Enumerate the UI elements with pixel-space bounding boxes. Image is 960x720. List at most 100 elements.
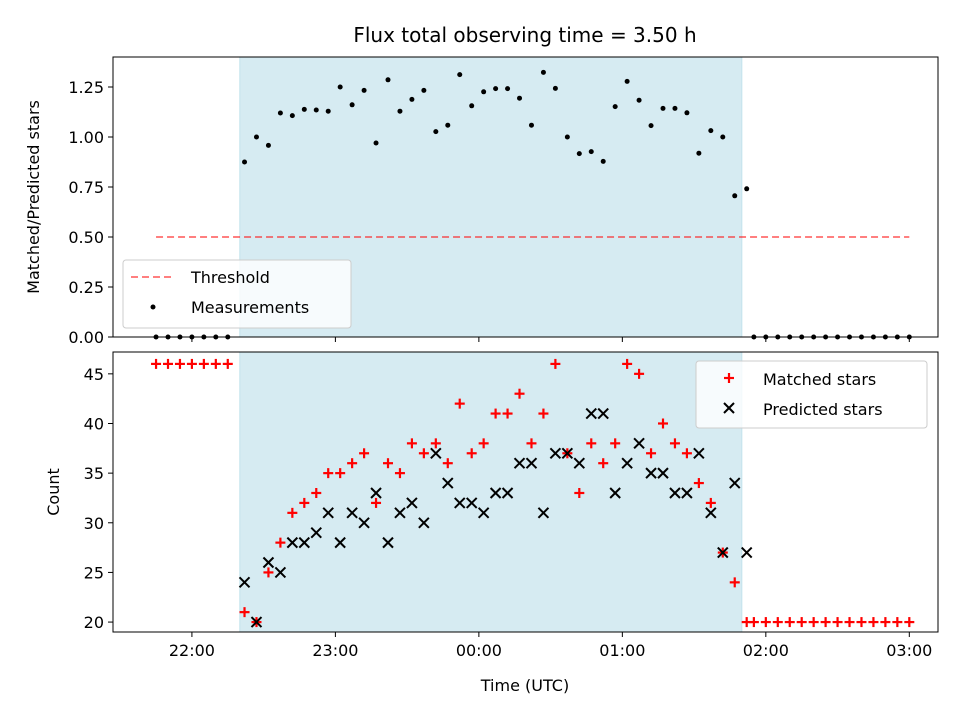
bottom-y-tick-label: 45 [84,365,104,384]
measurement-point [600,158,606,164]
predicted-stars-point [633,437,645,450]
matched-stars-point [163,358,173,369]
matched-stars-point [760,617,771,628]
measurement-point [624,78,630,84]
measurement-point [493,86,499,92]
matched-stars-point [904,617,915,628]
measurement-point [277,110,283,116]
predicted-stars-point [286,536,299,549]
predicted-stars-point [561,447,574,459]
matched-stars-point [693,478,704,489]
predicted-stars-point [394,507,406,519]
matched-stars-point [394,468,405,479]
measurement-point [313,107,319,113]
measurement-point [457,72,463,78]
top-y-tick-label: 0.50 [68,228,104,247]
bottom-y-tick-label: 40 [84,414,104,433]
measurement-point [373,140,379,146]
matched-stars-point [239,607,250,618]
predicted-stars-point [370,487,382,499]
predicted-stars-point [573,457,586,469]
matched-stars-point [514,388,525,399]
matched-stars-point [466,448,477,459]
top-y-ticks: 0.00 0.25 0.50 0.75 1.00 1.25 [68,78,113,347]
bottom-y-axis-label: Count [44,468,63,516]
predicted-stars-point [681,487,693,499]
predicted-stars-point [346,507,358,519]
matched-legend-label: Matched stars [763,370,876,389]
measurement-point [433,129,439,135]
matched-stars-point [832,617,843,628]
top-y-tick-label: 1.25 [68,78,104,97]
predicted-stars-point [621,457,633,469]
matched-stars-point [610,438,621,449]
bottom-legend: Matched stars Predicted stars [695,360,928,429]
bottom-y-ticks: 20 25 30 35 40 45 [84,365,113,632]
matched-stars-point [658,418,668,429]
predicted-stars-point [418,517,430,529]
matched-stars-point [383,458,393,469]
matched-legend-marker [724,373,734,383]
matched-stars-point [796,617,807,628]
measurement-point [708,128,714,134]
matched-stars-point [418,448,429,459]
predicted-stars-point [358,517,370,529]
predicted-stars-point [740,546,753,559]
matched-stars-point [287,507,298,518]
measurements-legend-marker [150,304,156,310]
matched-stars-point [729,577,740,588]
bottom-x-ticks: 22:00 23:00 00:00 01:00 02:00 03:00 [169,632,932,660]
measurement-point [552,85,558,91]
predicted-stars-point [274,566,287,579]
predicted-stars-point [489,487,502,499]
matched-stars-point [406,438,417,449]
measurement-point [445,122,451,128]
predicted-stars-point [238,576,251,589]
matched-stars-point [574,487,585,498]
matched-stars-point [808,617,819,628]
top-axes-frame [112,56,939,338]
measurement-point [421,87,427,93]
measurement-point [253,134,259,140]
x-tick-label: 01:00 [599,641,645,660]
matched-stars-point [772,617,783,628]
measurement-point [337,84,343,90]
matched-stars-point [748,617,759,628]
measurement-point [528,122,534,128]
matched-stars-point [299,497,310,508]
matched-stars-points [151,358,915,628]
measurement-point [732,193,738,199]
matched-stars-point [490,408,501,419]
matched-stars-point [880,617,891,628]
matched-stars-point [681,448,692,459]
matched-stars-point [646,448,657,459]
top-y-tick-label: 0.25 [68,278,104,297]
matched-stars-point [784,617,795,628]
chart-title: Flux total observing time = 3.50 h [353,23,696,47]
measurement-point [588,149,594,155]
top-panel: 0.00 0.25 0.50 0.75 1.00 1.25 Flux total obse… [24,23,939,347]
predicted-stars-point [525,457,538,469]
predicted-stars-point [430,447,442,459]
predicted-stars-point [597,407,609,420]
predicted-stars-point [334,536,346,549]
bottom-y-tick-label: 35 [84,464,104,483]
measurement-points [153,69,912,340]
matched-stars-point [820,617,831,628]
matched-stars-point [622,358,633,369]
measurement-point [397,108,403,114]
bottom-panel: 20 25 30 35 40 45 22:00 23:00 00:00 01:00 02:00 03… [44,351,939,695]
x-axis-label: Time (UTC) [480,676,569,695]
matched-stars-point [669,438,680,449]
matched-stars-point [478,438,489,449]
predicted-stars-point [513,457,526,469]
matched-stars-point [550,358,561,369]
top-legend-box [122,259,352,329]
predicted-stars-point [477,507,490,519]
predicted-stars-point [465,497,478,509]
measurement-point [361,87,367,93]
top-x-tick-marks [191,337,910,342]
predicted-stars-point [454,497,466,509]
measurement-point [325,108,331,114]
